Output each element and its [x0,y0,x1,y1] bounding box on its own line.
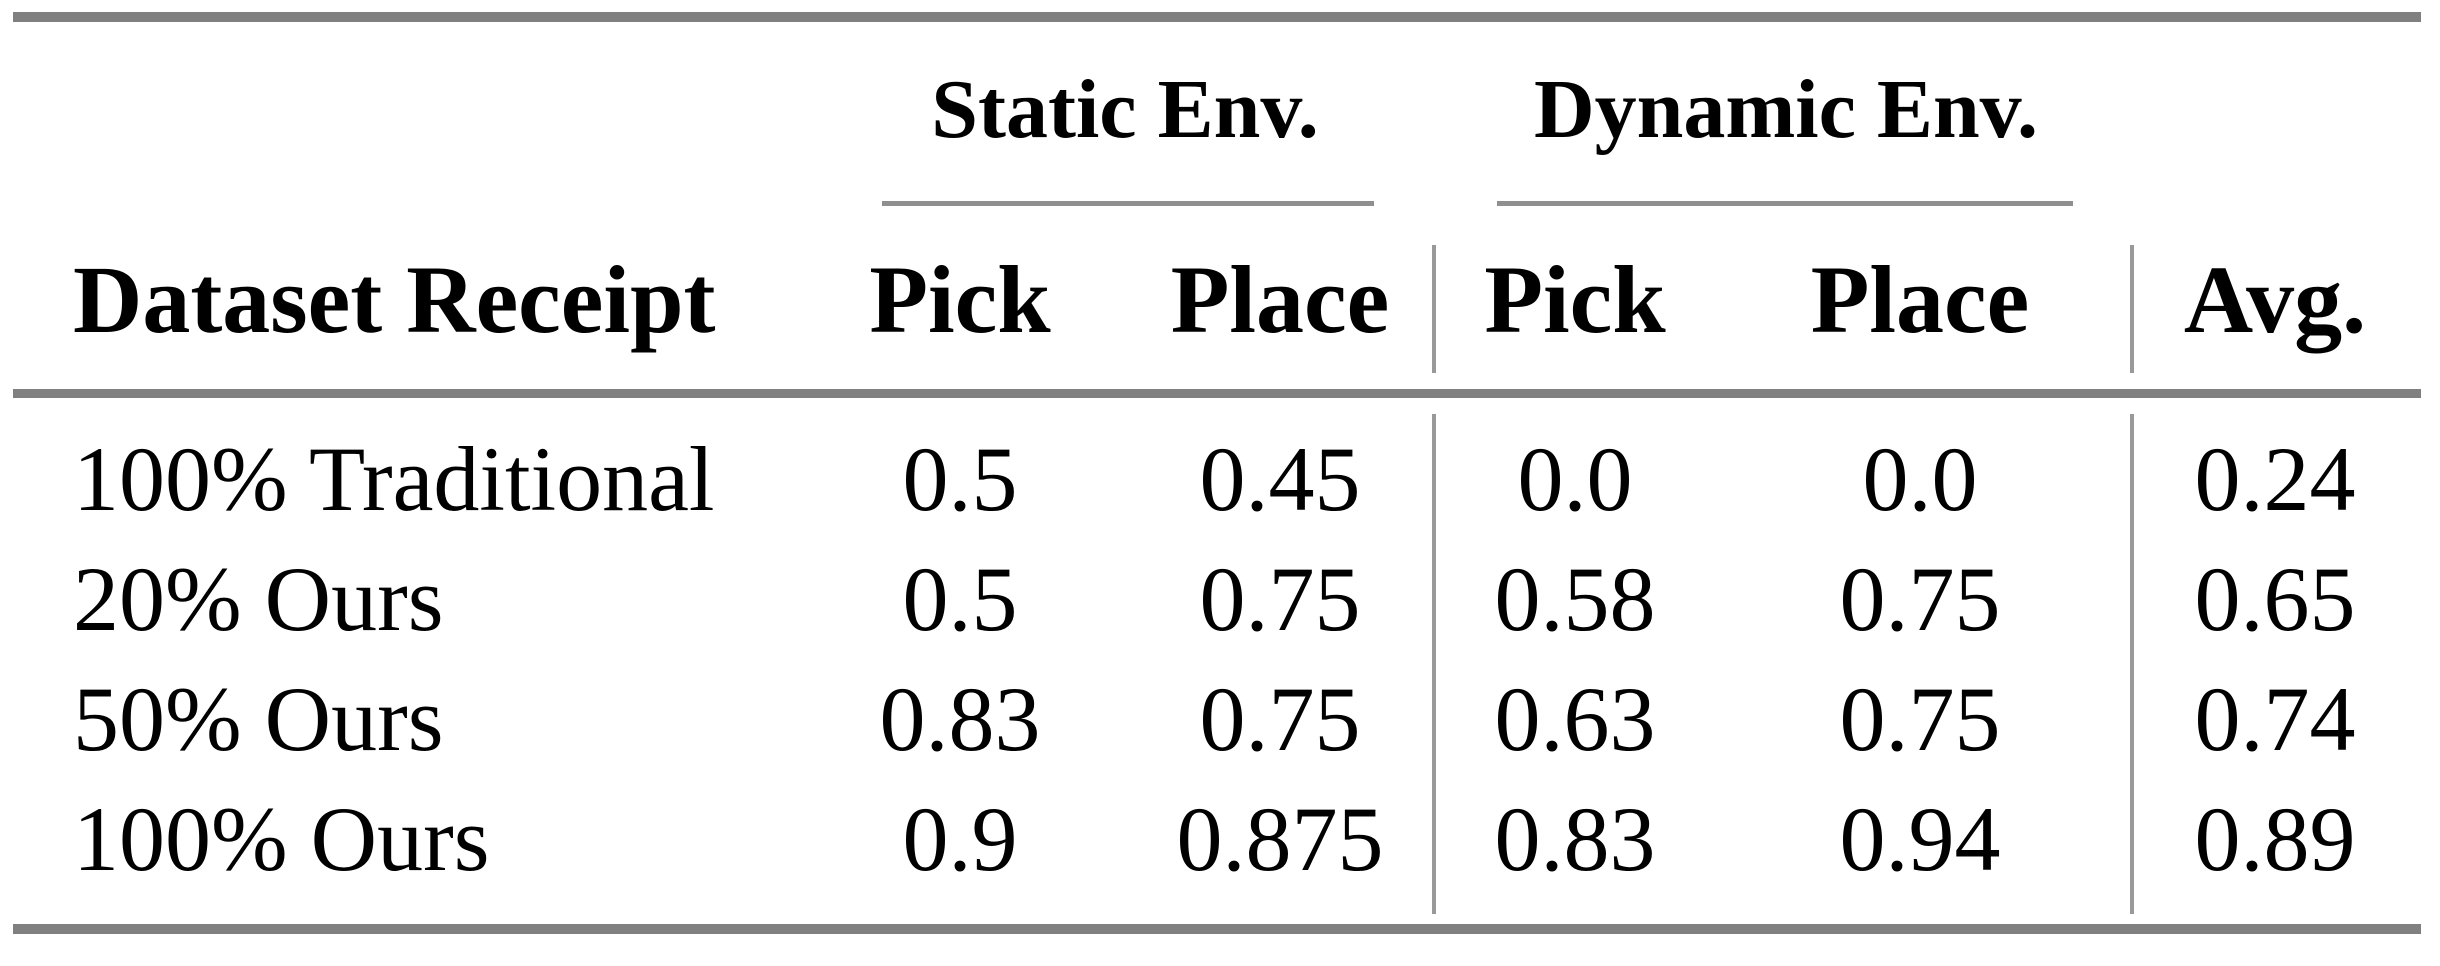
column-divider-1-body [1432,414,1436,914]
cell-dynamic-pick: 0.63 [1494,668,1656,770]
header-dataset-receipt: Dataset Receipt [73,246,716,353]
header-separator-rule [13,389,2421,398]
cell-static-pick: 0.9 [902,788,1018,890]
cell-avg: 0.24 [2194,428,2356,530]
group-header-dynamic-env: Dynamic Env. [1533,63,2039,156]
row-label: 100% Ours [73,788,490,890]
cell-static-pick: 0.5 [902,548,1018,650]
static-env-underline-rule [882,201,1374,206]
cell-static-place: 0.875 [1176,788,1384,890]
cell-dynamic-place: 0.75 [1839,668,2001,770]
header-static-place: Place [1170,246,1390,353]
row-label: 50% Ours [73,668,444,770]
column-divider-2-header [2130,245,2134,373]
cell-dynamic-pick: 0.0 [1517,428,1633,530]
bottom-rule [13,924,2421,934]
cell-static-place: 0.75 [1199,548,1361,650]
header-dynamic-place: Place [1810,246,2030,353]
cell-static-pick: 0.83 [879,668,1041,770]
column-header-row: Dataset Receipt Pick Place Pick Place Av… [0,240,2440,360]
cell-dynamic-place: 0.94 [1839,788,2001,890]
cell-avg: 0.89 [2194,788,2356,890]
table-row: 100% Traditional 0.5 0.45 0.0 0.0 0.24 [0,419,2440,539]
cell-dynamic-place: 0.0 [1862,428,1978,530]
dynamic-env-underline-rule [1497,201,2073,206]
table-row: 100% Ours 0.9 0.875 0.83 0.94 0.89 [0,779,2440,899]
cell-static-place: 0.45 [1199,428,1361,530]
table-row: 20% Ours 0.5 0.75 0.58 0.75 0.65 [0,539,2440,659]
header-avg: Avg. [2183,246,2367,353]
table-row: 50% Ours 0.83 0.75 0.63 0.75 0.74 [0,659,2440,779]
row-label: 20% Ours [73,548,444,650]
cell-dynamic-place: 0.75 [1839,548,2001,650]
row-label: 100% Traditional [73,428,715,530]
cell-static-place: 0.75 [1199,668,1361,770]
group-header-static-env: Static Env. [931,63,1319,156]
top-rule [13,12,2421,22]
header-static-pick: Pick [869,246,1051,353]
cell-static-pick: 0.5 [902,428,1018,530]
header-dynamic-pick: Pick [1484,246,1666,353]
cell-avg: 0.65 [2194,548,2356,650]
column-divider-2-body [2130,414,2134,914]
column-divider-1-header [1432,245,1436,373]
cell-dynamic-pick: 0.58 [1494,548,1656,650]
cell-dynamic-pick: 0.83 [1494,788,1656,890]
cell-avg: 0.74 [2194,668,2356,770]
